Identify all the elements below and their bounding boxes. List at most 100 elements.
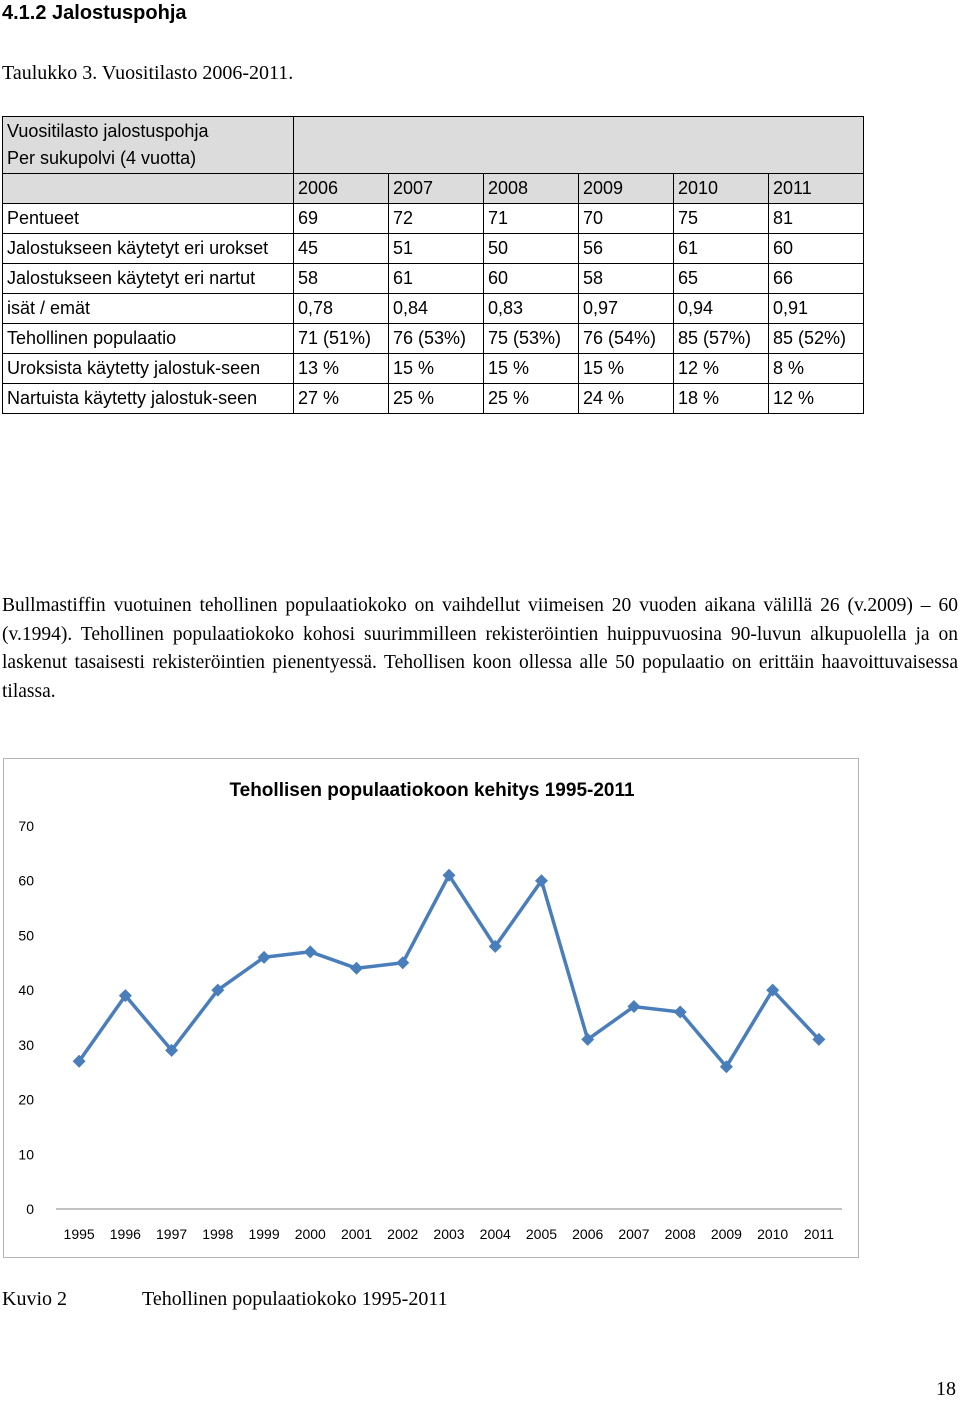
y-tick-label: 40 — [18, 982, 34, 998]
data-point-marker — [627, 1000, 641, 1014]
row-label: Jalostukseen käytetyt eri nartut — [2, 263, 294, 294]
table-cell: 66 — [768, 263, 864, 294]
table-cell: 15 % — [483, 353, 579, 384]
table-caption: Taulukko 3. Vuositilasto 2006-2011. — [2, 62, 294, 84]
row-label: Uroksista käytetty jalostuk-seen — [2, 353, 294, 384]
table-row: Jalostukseen käytetyt eri nartut 58 61 6… — [2, 263, 864, 294]
table-title-cell: Vuositilasto jalostuspohja Per sukupolvi… — [2, 116, 294, 174]
table-row: Nartuista käytetty jalostuk-seen 27 % 25… — [2, 383, 864, 414]
data-point-marker — [534, 874, 548, 888]
data-point-marker — [581, 1032, 595, 1046]
table-cell: 58 — [578, 263, 674, 294]
year-header: 2006 — [293, 173, 389, 204]
row-label: Tehollinen populaatio — [2, 323, 294, 354]
table-cell: 69 — [293, 203, 389, 234]
x-tick-label: 2008 — [665, 1226, 696, 1242]
x-tick-label: 2006 — [572, 1226, 603, 1242]
year-header: 2009 — [578, 173, 674, 204]
row-label: Jalostukseen käytetyt eri urokset — [2, 233, 294, 264]
data-point-marker — [350, 961, 364, 975]
table-cell: 85 (52%) — [768, 323, 864, 354]
chart-title: Tehollisen populaatiokoon kehitys 1995-2… — [229, 780, 635, 801]
table-cell: 58 — [293, 263, 389, 294]
body-paragraph: Bullmastiffin vuotuinen tehollinen popul… — [2, 595, 958, 702]
table-cell: 27 % — [293, 383, 389, 414]
series-group — [72, 868, 826, 1074]
table-cell: 60 — [483, 263, 579, 294]
table-cell: 75 (53%) — [483, 323, 579, 354]
row-label: isät / emät — [2, 293, 294, 324]
y-tick-label: 10 — [18, 1146, 34, 1162]
y-tick-label: 60 — [18, 873, 34, 889]
table-cell: 15 % — [388, 353, 484, 384]
table-cell: 8 % — [768, 353, 864, 384]
table-cell: 45 — [293, 233, 389, 264]
table-cell: 0,84 — [388, 293, 484, 324]
table-cell: 25 % — [483, 383, 579, 414]
table-row: Tehollinen populaatio 71 (51%) 76 (53%) … — [2, 323, 864, 354]
table-cell: 60 — [768, 233, 864, 264]
table-cell: 0,78 — [293, 293, 389, 324]
table-cell: 75 — [673, 203, 769, 234]
table-title-line-2: Per sukupolvi (4 vuotta) — [7, 148, 197, 168]
data-point-marker — [211, 983, 225, 997]
data-point-marker — [442, 868, 456, 882]
section-heading: 4.1.2 Jalostuspohja — [2, 2, 187, 24]
x-tick-label: 2007 — [618, 1226, 649, 1242]
table-year-row: 2006 2007 2008 2009 2010 2011 — [2, 173, 864, 204]
table-title-blank — [293, 116, 864, 174]
row-label: Pentueet — [2, 203, 294, 234]
table-cell: 25 % — [388, 383, 484, 414]
table-cell: 56 — [578, 233, 674, 264]
table-cell: 51 — [388, 233, 484, 264]
table-cell: 65 — [673, 263, 769, 294]
x-tick-label: 2005 — [526, 1226, 557, 1242]
data-point-marker — [257, 950, 271, 964]
table-cell: 0,97 — [578, 293, 674, 324]
y-tick-label: 70 — [18, 818, 34, 834]
table-row: Uroksista käytetty jalostuk-seen 13 % 15… — [2, 353, 864, 384]
figure-caption: Kuvio 2 Tehollinen populaatiokoko 1995-20… — [2, 1288, 448, 1311]
x-tick-label: 1999 — [248, 1226, 279, 1242]
table-row: isät / emät 0,78 0,84 0,83 0,97 0,94 0,9… — [2, 293, 864, 324]
table-cell: 15 % — [578, 353, 674, 384]
x-tick-label: 2004 — [480, 1226, 511, 1242]
data-point-marker — [165, 1043, 179, 1057]
year-header: 2011 — [768, 173, 864, 204]
data-point-marker — [673, 1005, 687, 1019]
y-tick-label: 0 — [26, 1201, 34, 1217]
table-cell: 0,91 — [768, 293, 864, 324]
figure-number: Kuvio 2 — [2, 1288, 67, 1310]
x-tick-label: 2009 — [711, 1226, 742, 1242]
statistics-table: Vuositilasto jalostuspohja Per sukupolvi… — [2, 116, 864, 414]
data-point-marker — [396, 956, 410, 970]
chart-svg: Tehollisen populaatiokoon kehitys 1995-2… — [18, 780, 842, 1242]
figure-caption-text: Tehollinen populaatiokoko 1995-2011 — [142, 1288, 448, 1310]
table-cell: 0,94 — [673, 293, 769, 324]
table-cell: 0,83 — [483, 293, 579, 324]
table-cell: 12 % — [768, 383, 864, 414]
data-point-marker — [118, 989, 132, 1003]
x-tick-label: 2000 — [295, 1226, 326, 1242]
data-point-marker — [303, 945, 317, 959]
table-cell: 71 — [483, 203, 579, 234]
table-cell: 12 % — [673, 353, 769, 384]
x-axis-ticks: 1995 1996 1997 1998 1999 2000 2001 2002 2003 2004… — [64, 1226, 835, 1242]
table-cell: 13 % — [293, 353, 389, 384]
y-axis-ticks: 0 10 20 30 40 50 60 70 — [18, 818, 34, 1217]
y-tick-label: 50 — [18, 927, 34, 943]
table-title-line-1: Vuositilasto jalostuspohja — [7, 121, 209, 141]
year-header: 2010 — [673, 173, 769, 204]
table-row: Jalostukseen käytetyt eri urokset 45 51 … — [2, 233, 864, 264]
y-tick-label: 30 — [18, 1037, 34, 1053]
x-tick-label: 2011 — [804, 1226, 834, 1242]
table-cell: 85 (57%) — [673, 323, 769, 354]
table-cell: 61 — [388, 263, 484, 294]
table-cell: 76 (53%) — [388, 323, 484, 354]
year-header: 2007 — [388, 173, 484, 204]
data-point-marker — [72, 1054, 86, 1068]
table-cell: 72 — [388, 203, 484, 234]
year-header: 2008 — [483, 173, 579, 204]
table-cell: 71 (51%) — [293, 323, 389, 354]
x-tick-label: 2001 — [341, 1226, 372, 1242]
